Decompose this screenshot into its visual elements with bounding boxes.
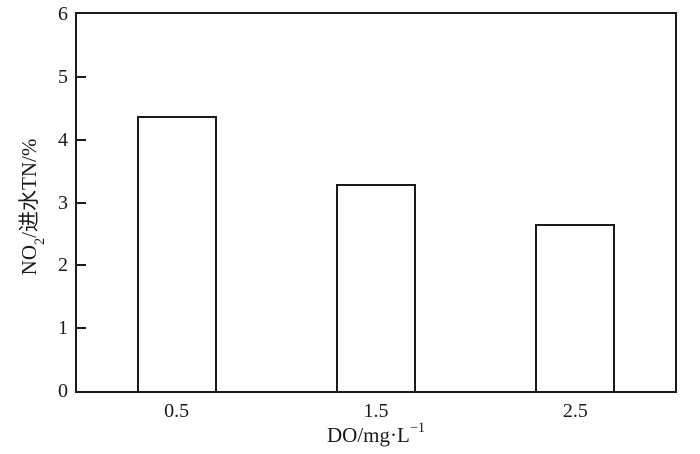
y-tick-label: 4 <box>58 128 68 151</box>
y-axis-title-subscript: 2 <box>31 237 48 245</box>
bar <box>136 116 217 391</box>
bar <box>336 184 416 391</box>
y-tick-mark <box>77 201 86 204</box>
x-tick-label: 1.5 <box>363 400 389 422</box>
x-axis-title: DO/mg·L−1 <box>326 420 425 447</box>
y-tick-mark <box>77 138 86 141</box>
y-tick-mark <box>77 75 86 78</box>
x-tick-label: 0.5 <box>164 400 190 422</box>
x-tick-label: 2.5 <box>562 400 588 422</box>
y-tick-label: 3 <box>58 191 68 214</box>
y-tick-label: 6 <box>58 3 68 25</box>
y-tick-label: 2 <box>58 254 68 277</box>
x-axis-title-superscript: −1 <box>409 420 425 437</box>
y-tick-label: 1 <box>58 317 68 340</box>
y-tick-label: 0 <box>58 380 68 402</box>
plot-area <box>75 12 677 393</box>
y-tick-label: 5 <box>58 65 68 88</box>
bar <box>535 224 616 391</box>
y-tick-mark <box>77 327 86 330</box>
y-tick-mark <box>77 264 86 267</box>
